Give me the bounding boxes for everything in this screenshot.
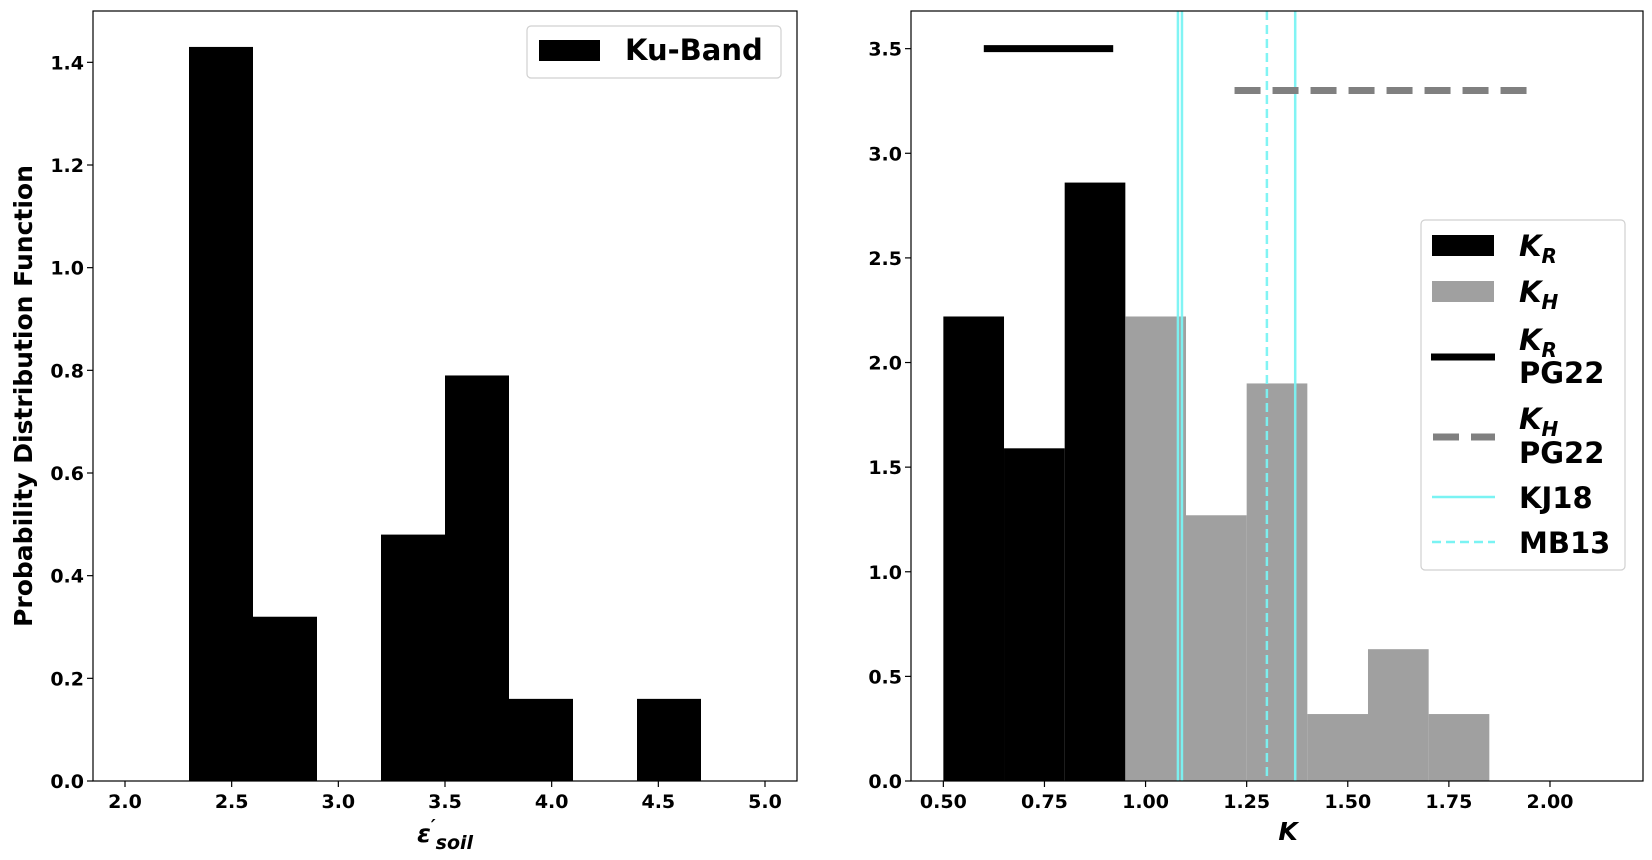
y-tick-label: 0.0	[868, 771, 902, 793]
legend-label-kr: KR	[1519, 229, 1557, 268]
legend-label-ku-band: Ku-Band	[625, 33, 763, 67]
right-x-axis-label: K	[1278, 817, 1299, 846]
x-tick-label: 0.50	[920, 791, 967, 813]
x-tick-label: 1.25	[1223, 791, 1270, 813]
x-tick-label: 4.0	[535, 791, 569, 813]
bar-kh	[1367, 649, 1429, 781]
x-tick-label: 1.75	[1425, 791, 1472, 813]
y-tick-label: 1.4	[50, 52, 84, 74]
pg22-range-lines	[983, 45, 1530, 95]
x-tick-label: 2.5	[215, 791, 249, 813]
y-tick-label: 1.0	[868, 562, 902, 584]
y-tick-label: 0.6	[50, 463, 84, 485]
bar	[445, 375, 509, 781]
legend-label-kh-pg22-line2: PG22	[1519, 436, 1604, 470]
right-legend: KR KH KR PG22 KH PG22 KJ18 MB13	[1420, 219, 1626, 571]
y-tick-label: 1.2	[50, 155, 84, 177]
x-tick-label: 2.00	[1527, 791, 1574, 813]
bar-kr	[1064, 182, 1126, 782]
y-tick-label: 0.4	[50, 566, 84, 588]
left-x-ticks: 2.0 2.5 3.0 3.5 4.0 4.5 5.0	[108, 781, 782, 813]
legend-swatch-ku-band	[539, 40, 600, 61]
k-histogram-bars	[943, 182, 1490, 782]
y-tick-label: 0.5	[868, 666, 902, 688]
y-tick-label: 3.0	[868, 143, 902, 165]
legend-label-kj18: KJ18	[1519, 481, 1593, 515]
y-tick-label: 1.5	[868, 457, 902, 479]
reference-vertical-lines	[1176, 11, 1297, 781]
legend-label-kh-pg22: KH	[1519, 402, 1558, 441]
y-tick-label: 3.5	[868, 39, 902, 61]
legend-swatch-kr	[1432, 235, 1494, 256]
left-legend: Ku-Band	[526, 25, 782, 79]
y-tick-label: 0.2	[50, 668, 84, 690]
right-plot-frame	[910, 10, 1644, 782]
y-tick-label: 0.0	[50, 771, 84, 793]
bar	[253, 616, 317, 781]
right-panel-k-histogram: 0.50 0.75 1.00 1.25 1.50 1.75 2.00 0.0 0.5 1.0 1.…	[868, 10, 1644, 846]
x-tick-label: 3.0	[321, 791, 355, 813]
right-legend-frame	[1420, 219, 1626, 571]
bar-kh	[1125, 316, 1187, 781]
y-tick-label: 2.0	[868, 353, 902, 375]
right-x-ticks: 0.50 0.75 1.00 1.25 1.50 1.75 2.00	[920, 781, 1574, 813]
x-tick-label: 2.0	[108, 791, 142, 813]
legend-label-mb13: MB13	[1519, 526, 1610, 560]
right-y-ticks: 0.0 0.5 1.0 1.5 2.0 2.5 3.0 3.5	[868, 39, 911, 793]
bar-kr	[1004, 448, 1065, 781]
left-legend-frame	[526, 25, 782, 79]
bar	[637, 698, 701, 781]
legend-label-kr-pg22: KR	[1519, 323, 1557, 362]
left-panel-ku-band-histogram: 2.0 2.5 3.0 3.5 4.0 4.5 5.0 0.0 0.2 0.4 0.6 0.8 1.0…	[9, 10, 798, 854]
y-tick-label: 1.0	[50, 258, 84, 280]
legend-label-kh: KH	[1519, 275, 1558, 314]
x-tick-label: 5.0	[748, 791, 782, 813]
ku-band-bars	[189, 46, 701, 781]
left-y-axis-label: Probability Distribution Function	[9, 165, 38, 627]
x-tick-label: 0.75	[1021, 791, 1068, 813]
bar-kh	[1186, 515, 1247, 781]
y-tick-label: 2.5	[868, 248, 902, 270]
bar	[509, 698, 573, 781]
legend-label-kr-pg22-line2: PG22	[1519, 356, 1604, 390]
x-tick-label: 1.50	[1324, 791, 1371, 813]
bar-kr	[943, 316, 1005, 781]
bar-kh	[1307, 714, 1368, 781]
bar-kh	[1428, 714, 1490, 781]
bar-kh	[1246, 383, 1308, 781]
bar	[381, 534, 445, 781]
left-x-axis-label: ε′soil	[417, 816, 474, 854]
x-tick-label: 3.5	[428, 791, 462, 813]
legend-swatch-kh	[1432, 281, 1494, 302]
left-y-ticks: 0.0 0.2 0.4 0.6 0.8 1.0 1.2 1.4	[50, 52, 93, 793]
y-tick-label: 0.8	[50, 360, 84, 382]
x-tick-label: 1.00	[1122, 791, 1169, 813]
x-tick-label: 4.5	[641, 791, 675, 813]
bar	[189, 46, 253, 781]
